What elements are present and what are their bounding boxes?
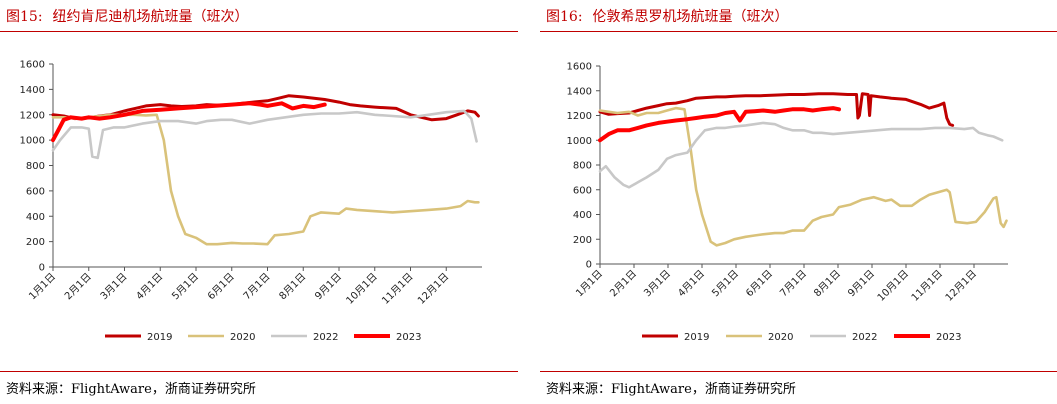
y-tick-label: 0 xyxy=(586,260,592,271)
x-tick-label: 10月1日 xyxy=(344,271,380,307)
chart-panel-lhr: 图16: 伦敦希思罗机场航班量（班次） 0 200 400 600 800 1000 1200… xyxy=(540,0,1057,404)
x-tick-label: 4月1日 xyxy=(134,271,166,303)
y-tick-label: 1200 xyxy=(567,111,592,122)
x-tick-label: 8月1日 xyxy=(277,271,309,303)
line-chart-jfk: 0 200 400 600 800 1000 1200 1400 1600 1月1日 2月1日 3月1… xyxy=(20,60,482,343)
x-tick-label: 1月1日 xyxy=(26,271,58,303)
figure-number: 图16: xyxy=(546,9,583,25)
y-tick-label: 1600 xyxy=(20,60,45,71)
legend-label: 2023 xyxy=(396,332,421,343)
y-tick-label: 400 xyxy=(26,212,45,223)
source-note: 资料来源：FlightAware，浙商证券研究所 xyxy=(6,382,256,397)
figure-title: 纽约肯尼迪机场航班量（班次） xyxy=(52,9,249,25)
y-tick-label: 600 xyxy=(573,185,592,196)
chart-title: 图15: 纽约肯尼迪机场航班量（班次） xyxy=(6,6,249,26)
legend-label: 2019 xyxy=(684,332,709,343)
x-tick-label: 9月1日 xyxy=(845,268,877,300)
x-tick-label: 2月1日 xyxy=(607,268,639,300)
source-divider xyxy=(0,371,518,372)
x-tick-label: 7月1日 xyxy=(241,271,273,303)
x-tick-label: 10月1日 xyxy=(875,268,911,304)
y-tick-label: 1400 xyxy=(20,85,45,96)
legend-label: 2019 xyxy=(147,332,172,343)
x-tick-label: 5月1日 xyxy=(169,271,201,303)
y-tick-label: 1200 xyxy=(20,110,45,121)
source-divider xyxy=(540,371,1057,372)
x-tick-label: 2月1日 xyxy=(62,271,94,303)
x-tick-label: 4月1日 xyxy=(675,268,707,300)
x-tick-label: 12月1日 xyxy=(415,271,451,307)
title-divider xyxy=(540,31,1057,32)
x-tick-label: 1月1日 xyxy=(573,268,605,300)
series-line-2020 xyxy=(598,106,1008,247)
x-tick-label: 11月1日 xyxy=(909,268,945,304)
y-tick-label: 400 xyxy=(573,210,592,221)
legend-label: 2020 xyxy=(230,332,255,343)
series-line-2019 xyxy=(598,92,955,127)
legend-label: 2022 xyxy=(313,332,338,343)
figure-number: 图15: xyxy=(6,9,43,25)
source-note: 资料来源：FlightAware，浙商证券研究所 xyxy=(546,382,796,397)
y-tick-label: 200 xyxy=(573,235,592,246)
x-tick-label: 12月1日 xyxy=(943,268,979,304)
x-tick-label: 3月1日 xyxy=(641,268,673,300)
chart-title: 图16: 伦敦希思罗机场航班量（班次） xyxy=(546,6,789,26)
x-tick-label: 8月1日 xyxy=(811,268,843,300)
x-tick-label: 11月1日 xyxy=(379,271,415,307)
series-line-2023 xyxy=(51,101,327,143)
legend-label: 2020 xyxy=(768,332,793,343)
x-tick-label: 3月1日 xyxy=(98,271,130,303)
y-tick-label: 800 xyxy=(26,161,45,172)
line-chart-lhr: 0 200 400 600 800 1000 1200 1400 1600 1月1日 2月1日 3月1… xyxy=(567,62,1008,343)
y-tick-label: 1400 xyxy=(567,86,592,97)
x-tick-label: 6月1日 xyxy=(205,271,237,303)
series-line-2022 xyxy=(51,109,478,160)
y-tick-label: 600 xyxy=(26,186,45,197)
title-divider xyxy=(0,31,518,32)
chart-panel-jfk: 图15: 纽约肯尼迪机场航班量（班次） 0 200 400 600 800 1000 1200… xyxy=(0,0,518,404)
y-tick-label: 0 xyxy=(39,263,45,274)
y-tick-label: 800 xyxy=(573,161,592,172)
x-tick-label: 7月1日 xyxy=(777,268,809,300)
series-line-2020 xyxy=(51,113,480,246)
figure-title: 伦敦希思罗机场航班量（班次） xyxy=(592,9,789,25)
y-tick-label: 1600 xyxy=(567,62,592,73)
legend-label: 2022 xyxy=(852,332,877,343)
series-line-2023 xyxy=(598,106,841,143)
legend-label: 2023 xyxy=(936,332,961,343)
y-tick-label: 1000 xyxy=(20,136,45,147)
series-line-2022 xyxy=(598,121,1004,189)
y-tick-label: 200 xyxy=(26,237,45,248)
y-tick-label: 1000 xyxy=(567,136,592,147)
x-tick-label: 5月1日 xyxy=(709,268,741,300)
x-tick-label: 9月1日 xyxy=(312,271,344,303)
x-tick-label: 6月1日 xyxy=(743,268,775,300)
